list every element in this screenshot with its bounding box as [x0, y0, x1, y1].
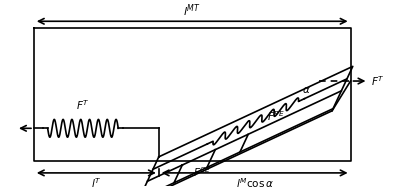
Text: $F^T$: $F^T$ [76, 98, 90, 112]
Text: $F^{CE}$: $F^{CE}$ [193, 165, 211, 179]
Text: $\alpha$: $\alpha$ [302, 85, 310, 95]
Text: $F^{PE}$: $F^{PE}$ [267, 109, 284, 123]
Text: $l^T$: $l^T$ [91, 176, 102, 190]
Text: $l^{MT}$: $l^{MT}$ [183, 2, 201, 19]
Text: $l^M \cos\alpha$: $l^M \cos\alpha$ [236, 176, 274, 190]
Text: $F^T$: $F^T$ [371, 74, 385, 88]
